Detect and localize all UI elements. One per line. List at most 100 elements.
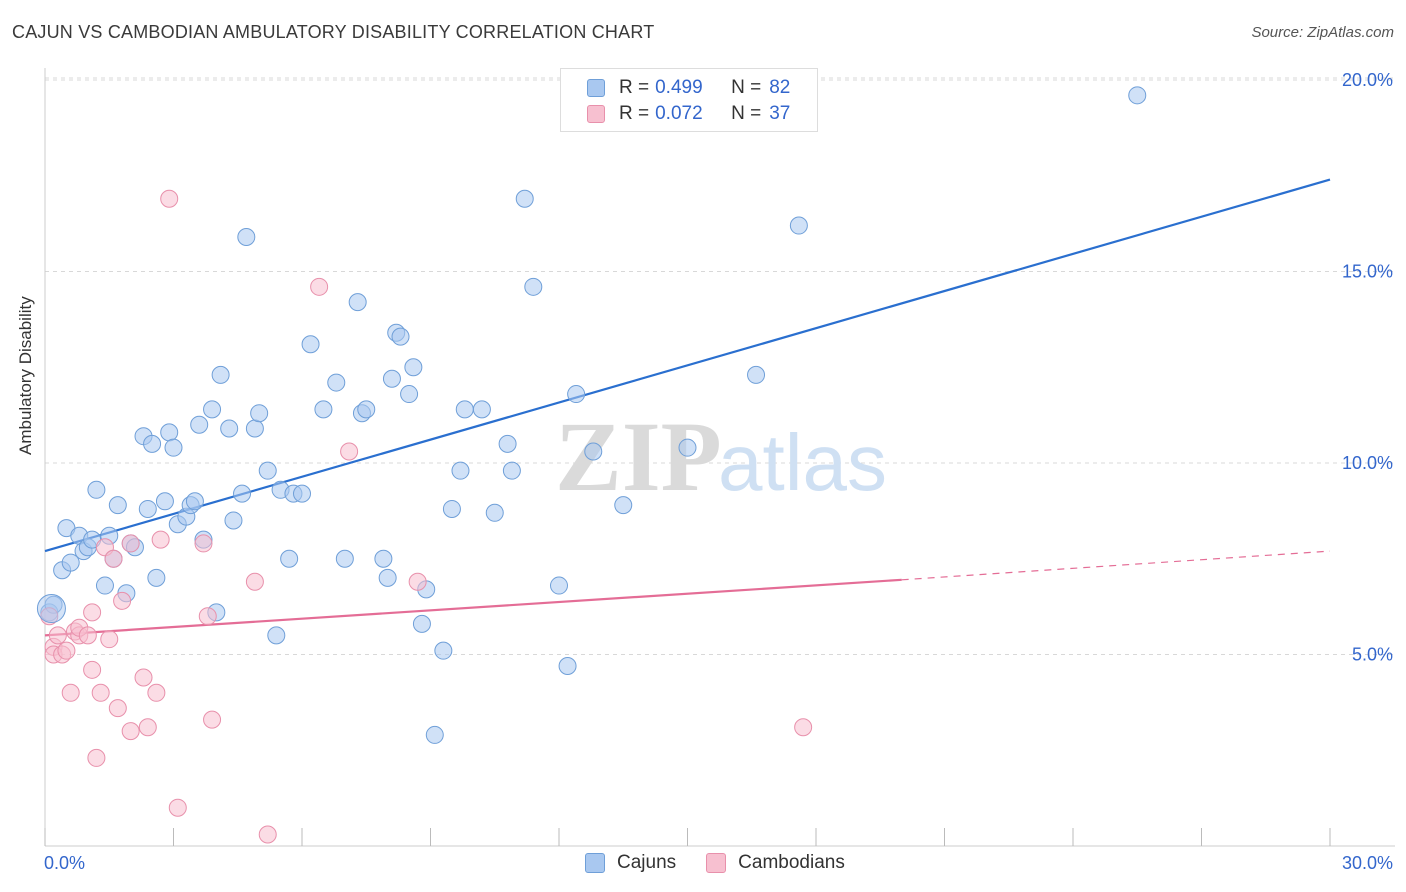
legend-swatch-cambodians [587,105,605,123]
x-tick-label: 30.0% [1342,853,1393,873]
x-tick-label: 0.0% [44,853,85,873]
data-point-cambodians [203,710,222,729]
data-point-cajuns [567,385,586,404]
data-point-cajuns [250,404,269,423]
data-point-cambodians [310,277,329,296]
data-point-cajuns [245,419,264,438]
legend-n-value: 82 [769,77,791,98]
legend-r-label: R = [619,77,650,98]
data-point-cajuns [314,400,333,419]
data-point-cajuns [143,434,162,453]
data-point-cajuns [789,216,808,235]
data-point-cajuns [550,576,568,595]
data-point-cajuns [138,499,157,518]
data-point-cambodians [91,683,110,702]
axes [44,68,1395,847]
watermark-atlas: atlas [718,418,887,507]
chart-title: CAJUN VS CAMBODIAN AMBULATORY DISABILITY… [12,22,655,42]
data-point-cambodians [147,683,166,702]
legend-n-label: N = [731,103,762,124]
data-point-cajuns [335,549,354,568]
data-point-cambodians [245,572,264,591]
data-point-cambodians [194,534,213,553]
data-point-cajuns [678,438,697,457]
data-point-cambodians [121,722,140,741]
legend-swatch-cajuns [587,79,605,97]
data-point-cajuns [425,725,444,744]
data-point-cajuns [280,549,299,568]
data-point-cajuns [190,415,209,434]
data-point-cajuns [357,400,376,419]
data-point-cambodians [168,798,187,817]
legend-n-value: 37 [769,103,791,124]
data-point-cajuns [87,480,106,499]
data-point-cajuns [61,553,80,572]
correlation-legend: R = 0.499 N = 82 R = 0.072 N = 37 [560,68,818,132]
legend-r-value: 0.072 [655,103,703,124]
series-label-cajuns: Cajuns [617,852,677,873]
data-point-cajuns [36,594,66,624]
series-legend: Cajuns Cambodians [585,852,875,874]
data-point-cajuns [95,576,114,595]
legend-row-cambodians: R = 0.072 N = 37 [587,103,790,125]
data-point-cajuns [498,434,517,453]
data-point-cajuns [327,373,346,392]
data-point-cajuns [374,549,393,568]
data-point-cambodians [78,626,97,645]
legend-row-cajuns: R = 0.499 N = 82 [587,77,790,99]
data-point-cambodians [100,630,119,649]
data-point-cambodians [138,718,157,737]
series-swatch-cambodians [706,853,727,873]
source-label: Source: ZipAtlas.com [1251,24,1394,41]
trend-line-extension-1 [901,550,1331,581]
data-point-cajuns [185,492,204,511]
data-point-cajuns [267,626,286,645]
data-point-cambodians [794,718,813,737]
data-point-cambodians [104,549,123,568]
data-point-cambodians [48,626,67,645]
data-point-cajuns [155,492,174,511]
legend-r-value: 0.499 [655,77,703,98]
data-point-cajuns [203,400,222,419]
data-point-cambodians [198,607,217,626]
trend-line-0 [44,178,1331,553]
data-point-cajuns [258,461,277,480]
y-tick-label: 20.0% [1342,70,1393,90]
data-point-cajuns [160,423,179,442]
data-point-cajuns [524,277,543,296]
data-point-cajuns [472,400,491,419]
data-point-cajuns [451,461,470,480]
y-tick-label: 5.0% [1352,645,1393,665]
tick-labels: 5.0% 10.0% 15.0% 20.0% 0.0% 30.0% [44,70,1393,873]
data-point-cajuns [211,365,230,384]
series-label-cambodians: Cambodians [738,852,845,873]
data-point-cambodians [340,442,359,461]
data-point-cajuns [224,511,243,530]
data-point-cajuns [378,568,397,587]
data-point-cambodians [258,825,277,844]
data-point-cajuns [1128,86,1147,105]
data-point-cajuns [515,189,534,208]
watermark-zip: ZIP [555,401,722,512]
data-point-cajuns [400,385,419,404]
data-point-cambodians [83,603,102,622]
trend-line-1 [44,578,902,637]
data-point-cajuns [502,461,521,480]
data-point-cajuns [412,614,431,633]
data-point-cambodians [408,572,427,591]
data-point-cajuns [382,369,401,388]
series-legend-cambodians: Cambodians [706,852,845,874]
data-point-cambodians [61,683,80,702]
y-axis-label: Ambulatory Disability [16,296,35,455]
legend-n-label: N = [731,77,762,98]
series-swatch-cajuns [585,853,605,873]
data-point-cajuns [434,641,453,660]
data-points [36,86,1147,844]
data-point-cajuns [233,484,252,503]
data-point-cajuns [220,419,239,438]
data-point-cajuns [301,335,320,354]
data-point-cajuns [108,496,127,515]
data-point-cambodians [57,641,76,660]
gridlines [45,77,1395,655]
